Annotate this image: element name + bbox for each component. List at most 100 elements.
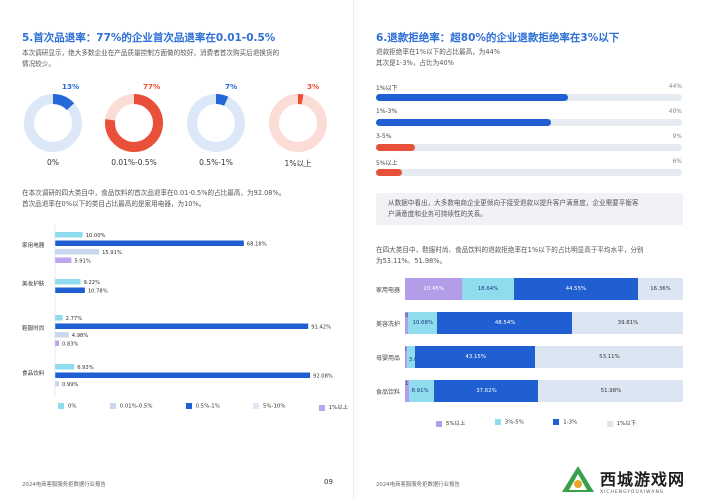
donut-arc — [187, 94, 245, 152]
left-intro-line-2: 情况较少。 — [22, 60, 55, 68]
stacked-segment — [637, 278, 683, 300]
category-label: 美容洗护 — [376, 321, 401, 328]
stacked-segment — [437, 312, 573, 334]
donut-chart: 13% 0% — [18, 80, 88, 175]
segment-value-label: 43.15% — [465, 354, 486, 360]
segment-value-label: 48.54% — [494, 320, 516, 326]
segment-value-label: 53.11% — [599, 354, 620, 360]
stacked-segment — [405, 346, 407, 368]
donut-percent-label: 77% — [143, 82, 161, 91]
watermark-title: 西城游戏网 — [600, 469, 686, 489]
legend-swatch — [606, 420, 613, 427]
stacked-segment — [405, 312, 408, 334]
bar — [55, 332, 69, 338]
segment-value-label: 8.91% — [411, 388, 429, 394]
stacked-segment — [535, 346, 683, 368]
progress-percent: 6% — [672, 158, 682, 165]
legend-swatch — [58, 403, 64, 409]
legend-label: 5%以上 — [446, 421, 466, 427]
bar-value-label: 4.98% — [72, 333, 89, 339]
legend-item: 3%-5% — [494, 419, 524, 427]
donut-percent-label: 3% — [307, 82, 320, 91]
progress-row: 1%以下 44% — [376, 83, 682, 107]
donut-track — [187, 94, 245, 152]
left-section-title: 5.首次品退率：77%的企业首次品退率在0.01-0.5% — [22, 32, 276, 44]
stacked-segment — [572, 312, 683, 334]
bar — [55, 364, 75, 370]
category-label: 食品饮料 — [376, 389, 401, 396]
stacked-segment — [513, 278, 638, 300]
bar-value-label: 0.83% — [62, 341, 79, 347]
stacked-segment — [406, 346, 416, 368]
segment-value-label: 39.81% — [617, 320, 639, 326]
insight-note-line-1: 从数据中看出，大多数电商企业更倾向于接受退款以提升客户满意度，企业需要平衡客 — [388, 199, 639, 207]
progress-label: 3-5% — [376, 133, 392, 140]
legend-item: 1-3% — [553, 419, 577, 427]
progress-percent: 40% — [668, 108, 682, 115]
progress-fill — [376, 119, 551, 126]
legend-swatch — [494, 419, 501, 425]
left-footer-text: 2024电商客服服务拒数据行业报告 — [22, 482, 106, 488]
progress-fill — [376, 169, 403, 176]
bar — [55, 279, 81, 285]
right-analysis-text: 在四大类目中，鞋服时尚、食品饮料的退款拒绝率在1%以下的占比明显高于平均水平，分… — [376, 245, 696, 267]
donut-percent-label: 13% — [62, 82, 80, 91]
left-analysis-line-2: 首次品退率在0%以下的类目占比最高的是家用电器，为10%。 — [22, 200, 206, 208]
legend-item: 0.5%-1% — [185, 403, 220, 411]
legend-swatch — [253, 403, 259, 409]
progress-label: 1%以下 — [376, 85, 398, 92]
legend-label: 0.5%-1% — [195, 403, 220, 410]
donut-chart: 7% 0.5%-1% — [181, 80, 251, 175]
donut-chart: 77% 0.01%-0.5% — [99, 80, 169, 175]
progress-fill — [376, 144, 416, 151]
right-section-title: 6.退款拒绝率：超80%的企业退款拒绝率在3%以下 — [376, 32, 620, 44]
stacked-segment — [538, 380, 683, 402]
category-label: 家用电器 — [22, 241, 45, 249]
insight-note-line-2: 户满意度和业务可持续性的关系。 — [388, 210, 487, 218]
legend-swatch — [436, 420, 442, 427]
stacked-segment — [461, 278, 514, 300]
legend-swatch — [318, 404, 325, 411]
donut-chart: 3% 1%以上 — [263, 80, 333, 175]
bar — [55, 340, 59, 346]
stacked-segment — [407, 312, 438, 334]
bar — [55, 232, 83, 238]
stacked-segment — [433, 380, 539, 402]
segment-value-label: 10.68% — [412, 320, 434, 326]
donut-percent-label: 7% — [225, 82, 238, 91]
category-label: 鞋服时尚 — [22, 324, 44, 332]
progress-row: 1%-3% 40% — [376, 108, 682, 132]
segment-value-label: 44.55% — [565, 286, 587, 292]
legend-item: 0.01%-0.5% — [109, 403, 152, 411]
legend-label: 1-3% — [563, 419, 578, 426]
legend-swatch — [109, 403, 116, 409]
donut-ring — [105, 94, 163, 152]
legend-label: 1%以上 — [328, 405, 348, 411]
segment-value-label: 16.36% — [650, 286, 671, 292]
progress-track — [376, 169, 682, 176]
progress-row: 3-5% 9% — [376, 133, 682, 157]
bar — [55, 372, 311, 378]
left-intro-text: 本次调研显示，绝大多数企业在产品质量控制方面做的较好，消费者首次购买后退换货的 … — [22, 48, 342, 70]
segment-value-label: 20.45% — [423, 286, 444, 292]
legend-label: 0% — [68, 403, 77, 410]
legend-label: 3%-5% — [504, 419, 524, 426]
category-label: 家用电器 — [376, 287, 401, 294]
donut-arc — [24, 94, 82, 152]
segment-value-label: 18.64% — [477, 286, 499, 292]
legend-item: 5%-10% — [253, 403, 285, 411]
bar — [55, 381, 59, 387]
legend-label: 5%-10% — [263, 403, 286, 410]
segment-value-label: 37.62% — [476, 388, 497, 394]
stacked-segment — [405, 278, 462, 300]
page-number: 09 — [324, 478, 333, 486]
donut-chart-row: 13% 0% 77% 0.01%-0.5% 7% 0.5%-1% 3% 1%以上 — [0, 80, 353, 180]
category-label: 食品饮料 — [22, 369, 45, 377]
category-label: 美妆护肤 — [22, 280, 45, 288]
legend-item: 1%以上 — [318, 403, 348, 411]
bar-value-label: 5.91% — [74, 258, 91, 264]
donut-category-label: 0.5%-1% — [199, 158, 233, 167]
page-divider — [353, 0, 354, 500]
progress-percent: 44% — [668, 83, 682, 90]
legend-item: 0% — [58, 403, 77, 411]
